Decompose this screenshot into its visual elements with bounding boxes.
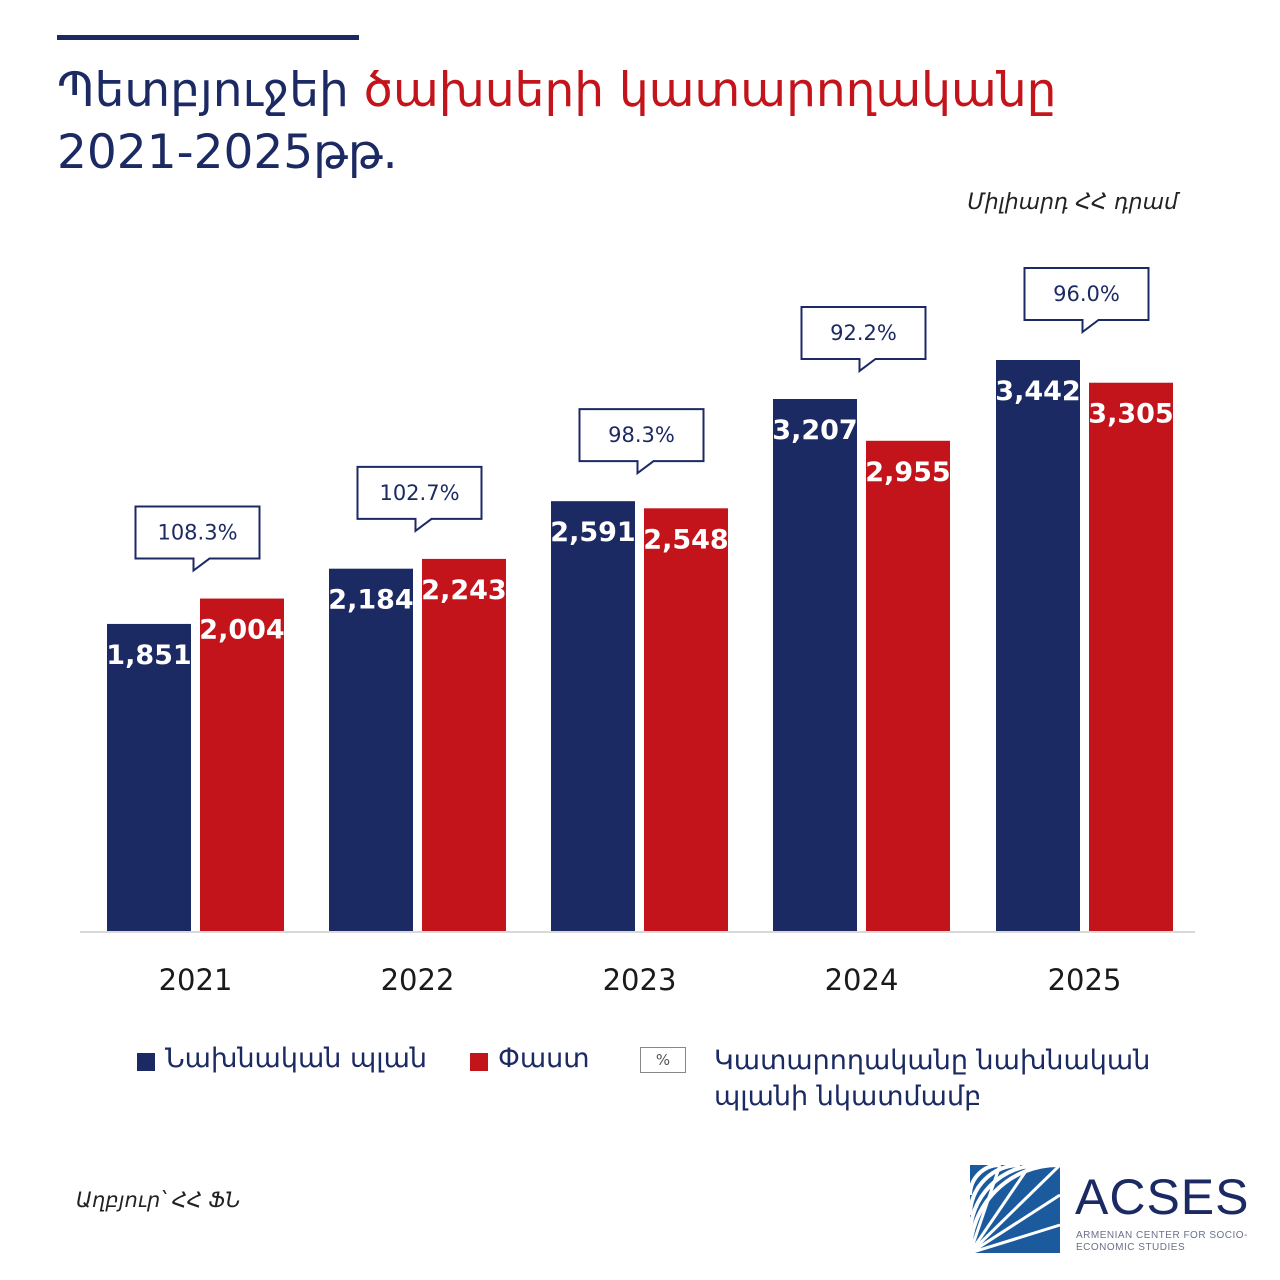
acses-logo-icon <box>970 1165 1062 1255</box>
data-label-plan-2025: 3,442 <box>995 376 1080 407</box>
bar-fact-2025 <box>1089 382 1173 932</box>
x-tick-label-2024: 2024 <box>825 963 899 997</box>
performance-label-2024: 92.2% <box>830 321 897 345</box>
legend-pct-label-line1: Կատարողականը նախնական <box>714 1045 1151 1076</box>
performance-label-2025: 96.0% <box>1053 282 1120 306</box>
bar-plan-2023 <box>551 501 635 931</box>
title-part1: Պետբյուջեի <box>57 63 364 118</box>
logo-subtitle: ARMENIAN CENTER FOR SOCIO-ECONOMIC STUDI… <box>1076 1230 1248 1253</box>
legend-pct-box: % <box>640 1047 686 1073</box>
legend-pct-label: Կատարողականը նախնական պլանի նկատմամբ <box>714 1043 1150 1115</box>
data-label-fact-2025: 3,305 <box>1088 399 1173 430</box>
bar-fact-2021 <box>200 598 284 931</box>
bar-fact-2023 <box>644 508 728 931</box>
bar-plan-2025 <box>996 360 1080 931</box>
logo-name: ACSES <box>1075 1169 1250 1225</box>
bar-plan-2024 <box>773 398 857 931</box>
x-tick-label-2021: 2021 <box>159 963 233 997</box>
bar-fact-2022 <box>422 558 506 931</box>
performance-callout-2023 <box>578 408 705 476</box>
legend-plan: Նախնական պլան <box>137 1043 427 1074</box>
bar-plan-2021 <box>107 623 191 931</box>
data-label-fact-2022: 2,243 <box>421 575 506 606</box>
x-tick-label-2022: 2022 <box>381 963 455 997</box>
performance-label-2023: 98.3% <box>608 423 675 447</box>
title-rule <box>57 35 359 40</box>
legend-fact-label: Փաստ <box>498 1043 590 1074</box>
legend-fact: Փաստ <box>470 1043 590 1074</box>
data-label-plan-2022: 2,184 <box>328 585 413 616</box>
performance-callout-2022 <box>356 465 483 533</box>
title-part2: ծախսերի կատարողականը <box>363 63 1057 118</box>
performance-callout-2021 <box>134 505 261 573</box>
data-label-fact-2024: 2,955 <box>865 457 950 488</box>
performance-label-2021: 108.3% <box>157 521 237 545</box>
legend-plan-swatch <box>137 1053 155 1071</box>
unit-label: Միլիարդ ՀՀ դրամ <box>967 190 1178 215</box>
bar-fact-2024 <box>866 440 950 931</box>
legend-pct-label-line2: պլանի նկատմամբ <box>714 1081 982 1112</box>
performance-callout-2024 <box>800 305 927 373</box>
x-tick-label-2023: 2023 <box>603 963 677 997</box>
title-years: 2021-2025թթ. <box>57 125 398 180</box>
data-label-plan-2021: 1,851 <box>106 640 191 671</box>
bar-plan-2022 <box>329 568 413 931</box>
chart-title: Պետբյուջեի ծախսերի կատարողականը 2021-202… <box>57 60 1056 184</box>
performance-label-2022: 102.7% <box>379 481 459 505</box>
data-label-plan-2024: 3,207 <box>772 415 857 446</box>
legend-fact-swatch <box>470 1053 488 1071</box>
legend-plan-label: Նախնական պլան <box>165 1043 428 1074</box>
legend-performance: % Կատարողականը նախնական պլանի նկատմամբ <box>640 1043 1150 1115</box>
data-label-fact-2021: 2,004 <box>199 615 284 646</box>
data-label-plan-2023: 2,591 <box>550 517 635 548</box>
data-label-fact-2023: 2,548 <box>643 524 728 555</box>
performance-callout-2025 <box>1023 267 1150 334</box>
bar-chart: 1,851 2,004 2021 108.3% 2,184 2,243 2022 102.7%… <box>80 267 1195 997</box>
source-note: Աղբյուր՝ ՀՀ ՖՆ <box>76 1188 241 1212</box>
x-tick-label-2025: 2025 <box>1048 963 1122 997</box>
